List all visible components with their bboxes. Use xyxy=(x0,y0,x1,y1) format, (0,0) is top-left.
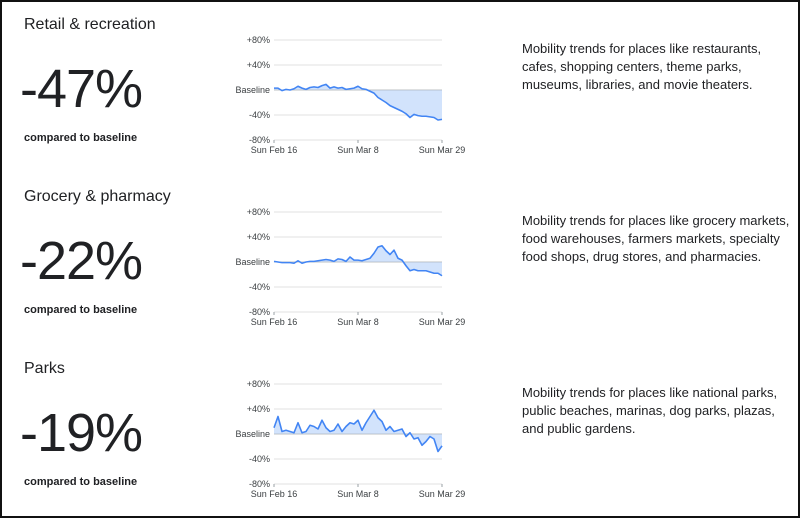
y-tick-label: -80% xyxy=(249,307,270,317)
x-tick-label: Sun Mar 29 xyxy=(419,489,466,499)
y-tick-label: +80% xyxy=(247,379,270,389)
parks-chart: +80% +40% Baseline -40% -80%Sun Feb 16 Sun Ma… xyxy=(235,379,466,499)
category-description: Mobility trends for places like grocery … xyxy=(522,213,790,264)
x-tick-label: Sun Feb 16 xyxy=(251,489,298,499)
x-tick-label: Sun Mar 29 xyxy=(419,317,466,327)
series-line xyxy=(273,244,443,277)
x-tick-label: Sun Feb 16 xyxy=(251,317,298,327)
y-tick-label: Baseline xyxy=(235,257,270,267)
retail-recreation-chart: +80% +40% Baseline -40% -80%Sun Feb 16 Sun Ma… xyxy=(235,35,466,155)
series-area xyxy=(274,410,442,452)
x-tick-label: Sun Mar 8 xyxy=(337,317,379,327)
compared-label: compared to baseline xyxy=(24,304,138,316)
y-tick-label: Baseline xyxy=(235,429,270,439)
y-tick-label: +80% xyxy=(247,207,270,217)
y-tick-label: -80% xyxy=(249,135,270,145)
x-tick-label: Sun Feb 16 xyxy=(251,145,298,155)
x-tick-label: Sun Mar 29 xyxy=(419,145,466,155)
y-tick-label: -40% xyxy=(249,110,270,120)
y-tick-label: -40% xyxy=(249,282,270,292)
y-tick-label: +40% xyxy=(247,404,270,414)
percent-change: -19% xyxy=(20,403,143,463)
series-line xyxy=(274,83,443,121)
y-tick-label: +80% xyxy=(247,35,270,45)
category-title: Grocery & pharmacy xyxy=(24,188,171,205)
category-description: Mobility trends for places like restaura… xyxy=(522,41,762,92)
section-retail-recreation: Retail & recreation -47% compared to bas… xyxy=(2,2,800,174)
x-tick-label: Sun Mar 8 xyxy=(337,145,379,155)
category-title: Parks xyxy=(24,360,65,377)
compared-label: compared to baseline xyxy=(24,476,138,488)
series-line xyxy=(273,409,443,453)
compared-label: compared to baseline xyxy=(24,132,138,144)
grocery-pharmacy-chart: +80% +40% Baseline -40% -80%Sun Feb 16 Sun Ma… xyxy=(235,207,466,327)
y-tick-label: -40% xyxy=(249,454,270,464)
series-area xyxy=(274,84,442,120)
section-parks: Parks -19% compared to baseline +80% +40%… xyxy=(2,346,800,518)
percent-change: -22% xyxy=(20,231,143,291)
category-description: Mobility trends for places like national… xyxy=(522,385,778,436)
y-tick-label: +40% xyxy=(247,60,270,70)
y-tick-label: Baseline xyxy=(235,85,270,95)
y-tick-label: -80% xyxy=(249,479,270,489)
x-tick-label: Sun Mar 8 xyxy=(337,489,379,499)
category-title: Retail & recreation xyxy=(24,16,156,33)
y-tick-label: +40% xyxy=(247,232,270,242)
percent-change: -47% xyxy=(20,59,143,119)
section-grocery-pharmacy: Grocery & pharmacy -22% compared to base… xyxy=(2,174,800,346)
